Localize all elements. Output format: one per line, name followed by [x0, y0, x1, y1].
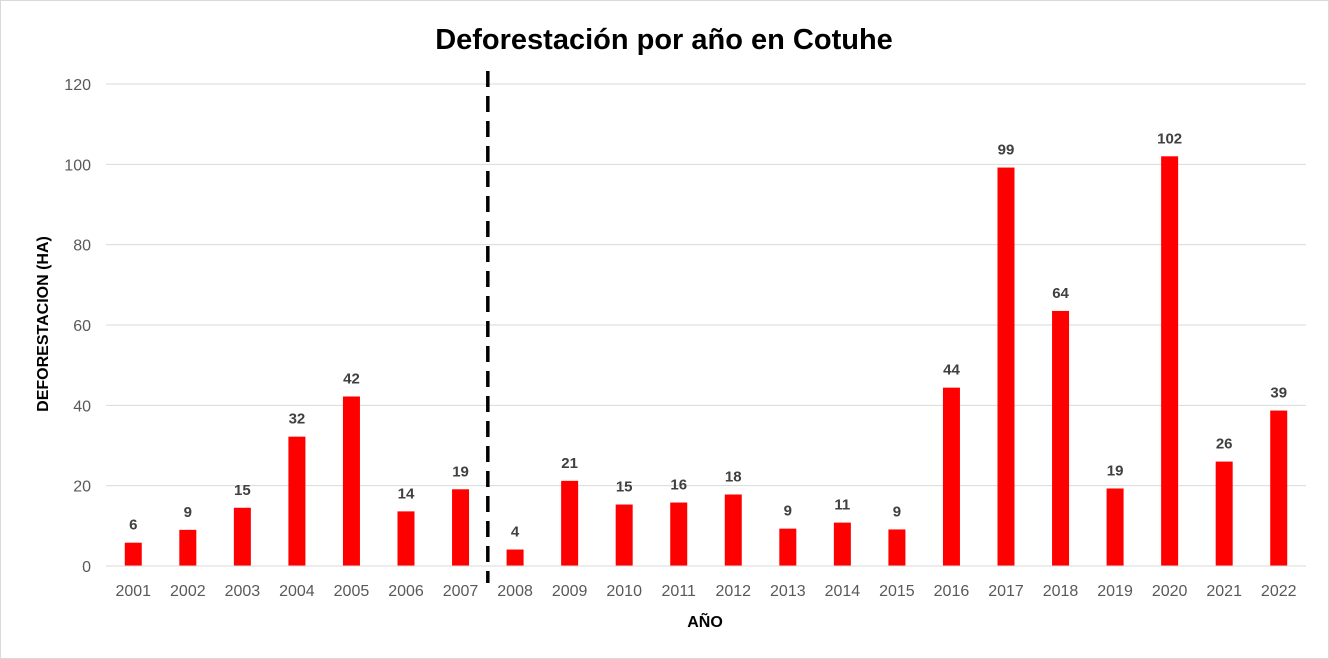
data-label: 9 — [184, 504, 192, 521]
bar — [124, 542, 142, 566]
bar — [833, 522, 851, 566]
x-tick-label: 2003 — [225, 583, 261, 600]
y-tick-label: 60 — [73, 318, 91, 335]
bar — [452, 489, 470, 566]
y-tick-label: 80 — [73, 238, 91, 255]
x-tick-label: 2011 — [662, 583, 697, 600]
bar — [561, 480, 579, 566]
bar — [1161, 156, 1179, 567]
x-axis-title: AÑO — [687, 611, 723, 631]
data-label: 18 — [725, 469, 742, 486]
data-label: 44 — [943, 362, 960, 379]
x-tick-label: 2008 — [497, 583, 533, 600]
data-label: 6 — [129, 517, 137, 534]
data-label: 16 — [670, 477, 687, 494]
bar — [179, 529, 197, 566]
x-tick-label: 2020 — [1152, 583, 1188, 600]
data-label: 4 — [511, 524, 520, 541]
data-label: 19 — [452, 463, 469, 480]
gridlines — [106, 83, 1306, 487]
x-tick-label: 2013 — [770, 583, 806, 600]
bar — [506, 549, 524, 566]
x-tick-label: 2012 — [715, 583, 751, 600]
data-label: 32 — [289, 411, 306, 428]
data-label: 15 — [234, 482, 251, 499]
x-tick-label: 2017 — [988, 583, 1024, 600]
x-tick-label: 2002 — [170, 583, 206, 600]
bar — [997, 167, 1015, 566]
data-label: 9 — [893, 503, 901, 520]
x-tick-label: 2016 — [934, 583, 970, 600]
x-tick-label: 2010 — [606, 583, 642, 600]
y-tick-label: 100 — [64, 157, 91, 174]
data-label: 99 — [998, 142, 1015, 159]
data-label: 42 — [343, 370, 360, 387]
bar — [942, 387, 960, 566]
data-label: 19 — [1107, 462, 1124, 479]
x-tick-label: 2014 — [825, 583, 861, 600]
bar — [615, 504, 633, 566]
x-tick-label: 2006 — [388, 583, 424, 600]
y-axis-title: DEFORESTACION (HA) — [35, 236, 52, 412]
y-axis-ticks: 0 20 40 60 80 100 120 — [64, 77, 91, 576]
chart-title: Deforestación por año en Cotuhe — [435, 24, 893, 56]
bars — [124, 156, 1288, 567]
x-tick-label: 2019 — [1097, 583, 1133, 600]
bar — [888, 529, 906, 566]
x-tick-label: 2021 — [1206, 583, 1242, 600]
data-label: 15 — [616, 479, 633, 496]
y-tick-label: 40 — [73, 398, 91, 415]
data-label: 21 — [561, 455, 578, 472]
y-tick-label: 0 — [82, 559, 91, 576]
data-label: 26 — [1216, 436, 1233, 453]
y-tick-label: 120 — [64, 77, 91, 94]
data-labels: 6 9 15 32 42 14 19 4 21 15 16 18 9 11 9 44 99 64 19 102 26 39 — [129, 130, 1287, 540]
bar — [1106, 488, 1124, 566]
data-label: 64 — [1052, 285, 1069, 302]
bar — [1052, 310, 1070, 566]
x-axis-ticks: 2001 2002 2003 2004 2005 2006 2007 2008 2009 2010… — [115, 583, 1296, 600]
bar — [233, 507, 251, 566]
data-label: 102 — [1157, 130, 1182, 147]
data-label: 14 — [398, 485, 415, 502]
x-tick-label: 2005 — [334, 583, 370, 600]
bar — [779, 528, 797, 566]
data-label: 9 — [784, 503, 792, 520]
x-tick-label: 2015 — [879, 583, 915, 600]
bar — [397, 511, 415, 566]
x-tick-label: 2022 — [1261, 583, 1297, 600]
data-label: 39 — [1270, 385, 1287, 402]
bar — [670, 502, 688, 566]
bar — [1270, 410, 1288, 566]
bar — [1215, 461, 1233, 566]
bar — [288, 436, 306, 566]
bar — [342, 396, 360, 566]
x-tick-label: 2018 — [1043, 583, 1079, 600]
data-label: 11 — [834, 497, 850, 514]
x-tick-label: 2009 — [552, 583, 588, 600]
y-tick-label: 20 — [73, 479, 91, 496]
x-tick-label: 2004 — [279, 583, 315, 600]
x-tick-label: 2007 — [443, 583, 479, 600]
bar — [724, 494, 742, 566]
x-tick-label: 2001 — [115, 583, 151, 600]
